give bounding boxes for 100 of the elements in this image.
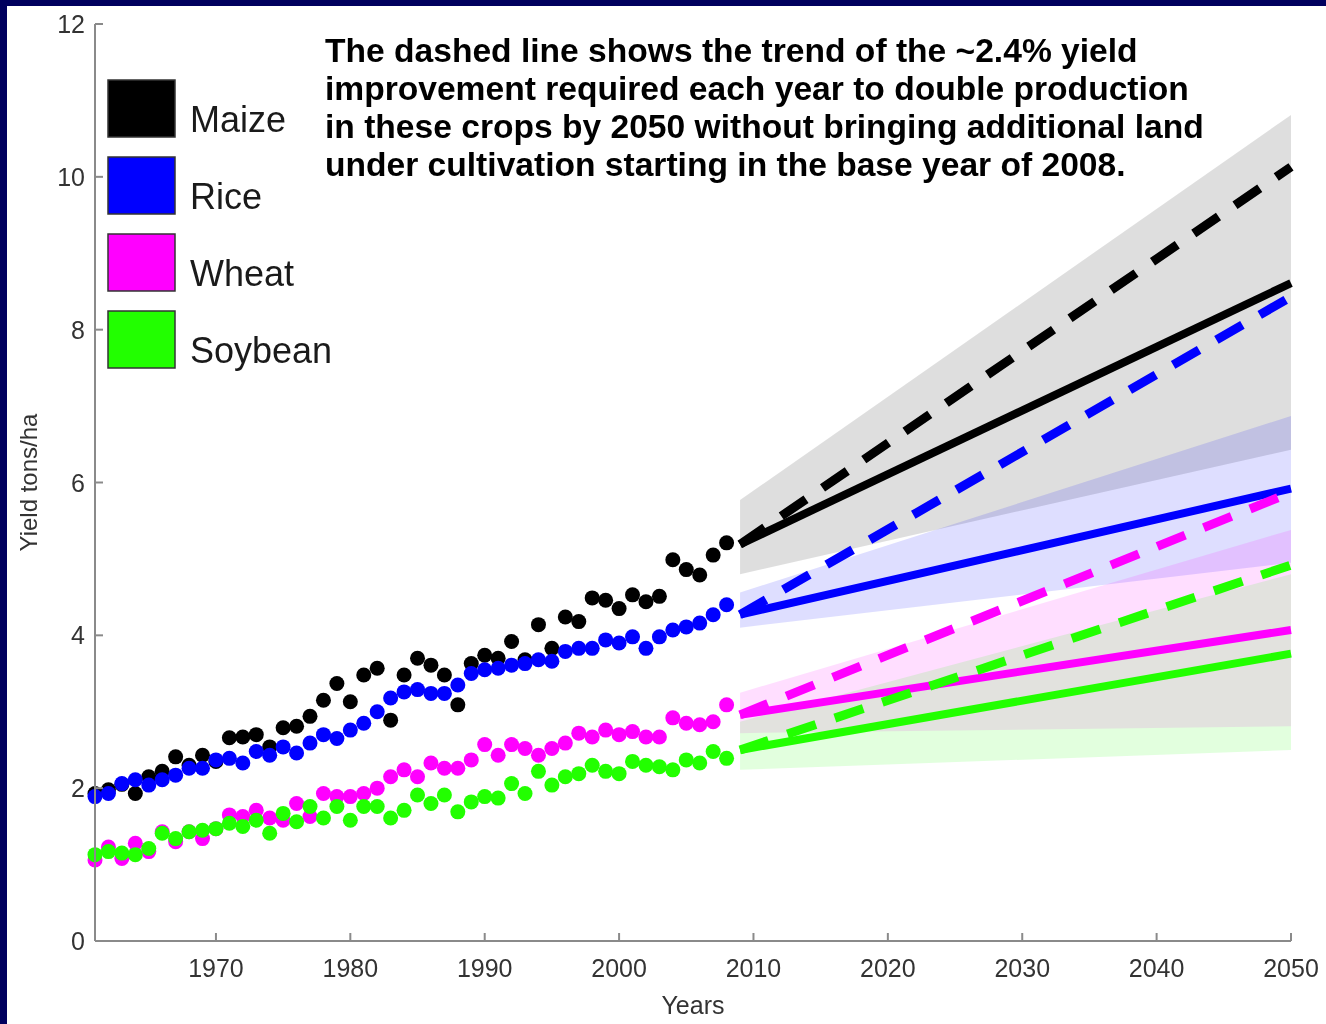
point (369, 704, 385, 720)
point (369, 799, 385, 815)
point (356, 799, 372, 815)
point (611, 727, 627, 743)
point (692, 615, 708, 631)
point (705, 607, 721, 623)
point (719, 697, 735, 713)
point (557, 769, 573, 785)
point (625, 724, 641, 740)
point (490, 660, 506, 676)
legend-label: Rice (190, 176, 263, 217)
point (692, 717, 708, 733)
x-axis-title: Years (661, 991, 725, 1019)
y-tick-label: 0 (71, 927, 85, 955)
point (477, 737, 493, 753)
point (221, 750, 237, 766)
point (557, 643, 573, 659)
point (248, 743, 264, 759)
x-tick-label: 2020 (860, 954, 916, 982)
point (705, 743, 721, 759)
point (463, 794, 479, 810)
x-tick-label: 1970 (188, 954, 244, 982)
y-tick-label: 10 (57, 162, 85, 191)
point (504, 776, 520, 792)
point (141, 777, 157, 793)
point (504, 737, 520, 753)
point (665, 710, 681, 726)
point (369, 780, 385, 796)
point (410, 787, 426, 803)
y-tick-label: 12 (57, 10, 85, 38)
x-tick-label: 2040 (1128, 954, 1185, 982)
point (262, 825, 278, 841)
point (530, 763, 546, 779)
point (410, 650, 426, 666)
point (530, 652, 546, 668)
point (477, 789, 493, 805)
point (396, 684, 412, 700)
point (262, 810, 278, 826)
point (221, 815, 237, 831)
x-tick-label: 2050 (1263, 954, 1319, 982)
point (423, 795, 439, 811)
point (342, 789, 358, 805)
point (705, 547, 721, 563)
point (678, 752, 694, 768)
point (302, 735, 318, 751)
x-tick-label: 2010 (725, 954, 782, 982)
point (114, 845, 130, 861)
point (342, 694, 358, 710)
point (423, 657, 439, 673)
point (651, 629, 667, 645)
point (625, 587, 641, 603)
point (275, 739, 291, 755)
point (665, 762, 681, 778)
point (477, 647, 493, 663)
point (678, 562, 694, 578)
point (557, 735, 573, 751)
point (195, 822, 211, 838)
x-tick-label: 2030 (994, 954, 1051, 982)
point (396, 762, 412, 778)
point (315, 786, 331, 802)
point (530, 617, 546, 633)
point (342, 722, 358, 738)
point (638, 729, 654, 745)
point (329, 731, 345, 746)
point (423, 685, 439, 701)
point (289, 745, 305, 761)
point (423, 755, 439, 771)
point (611, 635, 627, 651)
point (571, 614, 587, 630)
point (410, 769, 426, 785)
point (342, 812, 358, 828)
point (598, 722, 614, 738)
annotation: The dashed line shows the trend of the ~2.4% yield improvement required each year to double production in these crops by 2050 without bringing additional land under cultivation starting in the base year of 2008. (325, 32, 1204, 183)
x-tick-label: 2000 (591, 954, 647, 982)
point (665, 552, 681, 568)
y-tick-label: 4 (71, 621, 86, 650)
point (450, 697, 466, 713)
point (221, 730, 237, 746)
point (383, 810, 399, 826)
point (611, 601, 627, 617)
y-tick-label: 2 (71, 774, 85, 803)
point (504, 633, 520, 649)
point (289, 718, 305, 734)
point (315, 727, 331, 743)
y-tick-label: 8 (71, 315, 85, 344)
point (248, 812, 264, 828)
point (100, 786, 116, 802)
point (289, 814, 305, 830)
point (235, 818, 251, 834)
point (383, 769, 399, 785)
point (248, 727, 264, 743)
point (127, 847, 143, 863)
point (651, 588, 667, 604)
point (517, 740, 533, 756)
point (584, 729, 600, 745)
point (530, 747, 546, 763)
point (275, 805, 291, 821)
x-tick-label: 1980 (322, 954, 379, 982)
point (262, 747, 278, 763)
point (450, 677, 466, 693)
